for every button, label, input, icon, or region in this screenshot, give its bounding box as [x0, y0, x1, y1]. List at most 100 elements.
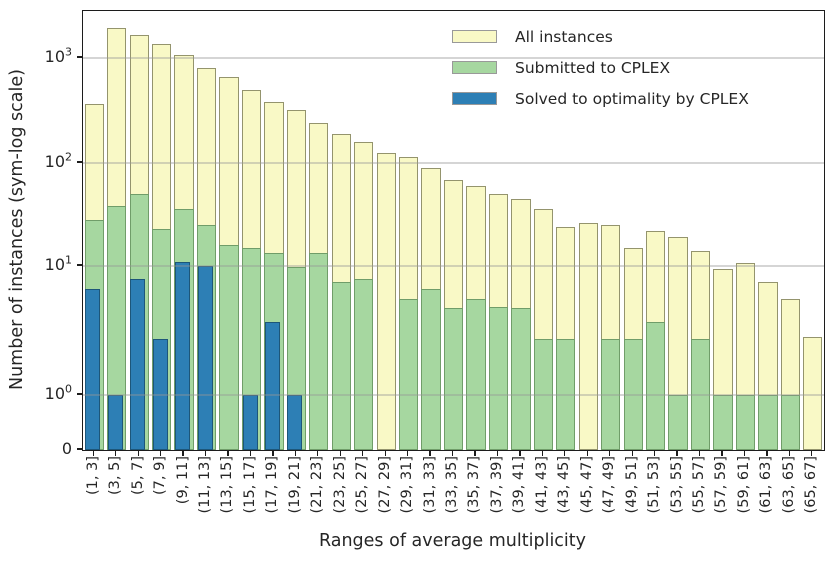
x-tick [698, 451, 701, 456]
bar-submitted-to-cplex [623, 339, 643, 450]
x-tick-label: (11, 13] [197, 456, 213, 514]
bar-submitted-to-cplex [556, 339, 576, 450]
gridline [83, 57, 824, 59]
x-tick-label: (9, 11] [174, 456, 191, 505]
gridline [83, 162, 824, 164]
y-tick [77, 448, 82, 450]
x-tick-label: (35, 37] [466, 456, 483, 514]
x-tick-label: (1, 3] [84, 456, 101, 495]
bar-submitted-to-cplex [331, 282, 351, 450]
bar-submitted-to-cplex [466, 298, 486, 450]
x-tick [429, 451, 431, 456]
x-tick [811, 451, 813, 456]
y-tick [77, 56, 82, 58]
x-tick [317, 451, 319, 456]
bar-solved-by-cplex [130, 278, 146, 450]
x-tick [272, 451, 274, 456]
x-tick-label: (65, 67] [803, 456, 820, 514]
bar-solved-by-cplex [175, 262, 191, 450]
bar-all-instances [376, 152, 396, 450]
x-tick-label: (53, 55] [668, 456, 685, 514]
bar-submitted-to-cplex [735, 395, 756, 450]
y-tick-exponent: 3 [65, 45, 72, 59]
x-tick [182, 451, 184, 456]
x-axis-title: Ranges of average multiplicity [318, 531, 587, 551]
bar-solved-by-cplex [265, 321, 281, 450]
x-tick-label: (57, 59] [713, 456, 730, 514]
x-tick-label: (31, 33] [421, 456, 438, 514]
x-tick [586, 451, 588, 456]
x-tick [294, 451, 296, 456]
legend-swatch [452, 61, 497, 74]
x-tick-label: (29, 31] [399, 456, 416, 514]
bar-solved-by-cplex [107, 395, 123, 450]
x-tick-label: (55, 57] [691, 456, 707, 514]
x-tick [609, 451, 611, 456]
bar-submitted-to-cplex [780, 395, 800, 450]
bar-submitted-to-cplex [511, 308, 531, 450]
x-tick [406, 451, 409, 456]
x-tick-label: (27, 29] [376, 456, 393, 514]
legend-item: Submitted to CPLEX [452, 52, 749, 83]
bar-submitted-to-cplex [309, 252, 329, 450]
x-tick-label: (13, 15] [219, 456, 236, 514]
y-tick-label: 103 [44, 45, 72, 66]
bar-submitted-to-cplex [601, 339, 621, 450]
legend-label: Submitted to CPLEX [515, 58, 671, 77]
x-tick [519, 451, 521, 456]
x-tick [676, 451, 678, 456]
x-tick [496, 451, 499, 456]
y-tick [77, 161, 82, 163]
x-tick [137, 451, 139, 456]
bar-all-instances [578, 223, 598, 450]
bar-solved-by-cplex [197, 266, 213, 450]
y-tick-label: 100 [44, 382, 72, 403]
x-tick [249, 451, 252, 456]
x-tick [451, 451, 454, 456]
x-tick-label: (17, 19] [264, 456, 281, 514]
x-tick [339, 451, 341, 456]
bar-submitted-to-cplex [488, 307, 509, 450]
x-tick [362, 451, 364, 456]
plot-area [82, 10, 825, 451]
bar-solved-by-cplex [242, 395, 258, 450]
bar-all-instances [803, 337, 823, 450]
bar-submitted-to-cplex [690, 339, 711, 450]
bar-submitted-to-cplex [668, 395, 688, 450]
x-tick [653, 451, 656, 456]
y-tick-exponent: 2 [65, 150, 72, 164]
legend-label: Solved to optimality by CPLEX [515, 89, 749, 108]
legend-swatch [452, 92, 497, 105]
legend-item: Solved to optimality by CPLEX [452, 83, 749, 114]
gridline [83, 265, 824, 267]
x-tick-label: (3, 5] [107, 456, 124, 495]
bar-solved-by-cplex [85, 289, 101, 450]
gridline [83, 394, 824, 396]
x-tick-label: (43, 45] [556, 456, 573, 514]
bar-submitted-to-cplex [533, 339, 553, 450]
x-tick-label: (51, 53] [646, 456, 663, 514]
bar-solved-by-cplex [152, 339, 168, 450]
x-tick [204, 451, 207, 456]
y-tick-exponent: 0 [65, 382, 72, 396]
bar-solved-by-cplex [287, 395, 303, 450]
x-tick-label: (39, 41] [511, 456, 528, 514]
x-tick [159, 451, 162, 456]
x-tick [721, 451, 723, 456]
x-tick [631, 451, 633, 456]
x-tick [92, 451, 94, 456]
x-tick [541, 451, 543, 456]
x-tick-label: (15, 17] [241, 456, 258, 514]
x-tick-label: (7, 9] [152, 456, 169, 495]
x-tick [788, 451, 790, 456]
bar-submitted-to-cplex [758, 395, 778, 450]
x-tick-label: (61, 63] [758, 456, 775, 514]
x-tick [384, 451, 386, 456]
x-tick-label: (23, 25] [331, 456, 348, 514]
y-tick-label: 0 [61, 439, 72, 458]
x-tick [115, 451, 117, 456]
x-tick [227, 451, 229, 456]
x-tick [474, 451, 476, 456]
x-tick-label: (5, 7] [129, 456, 146, 495]
